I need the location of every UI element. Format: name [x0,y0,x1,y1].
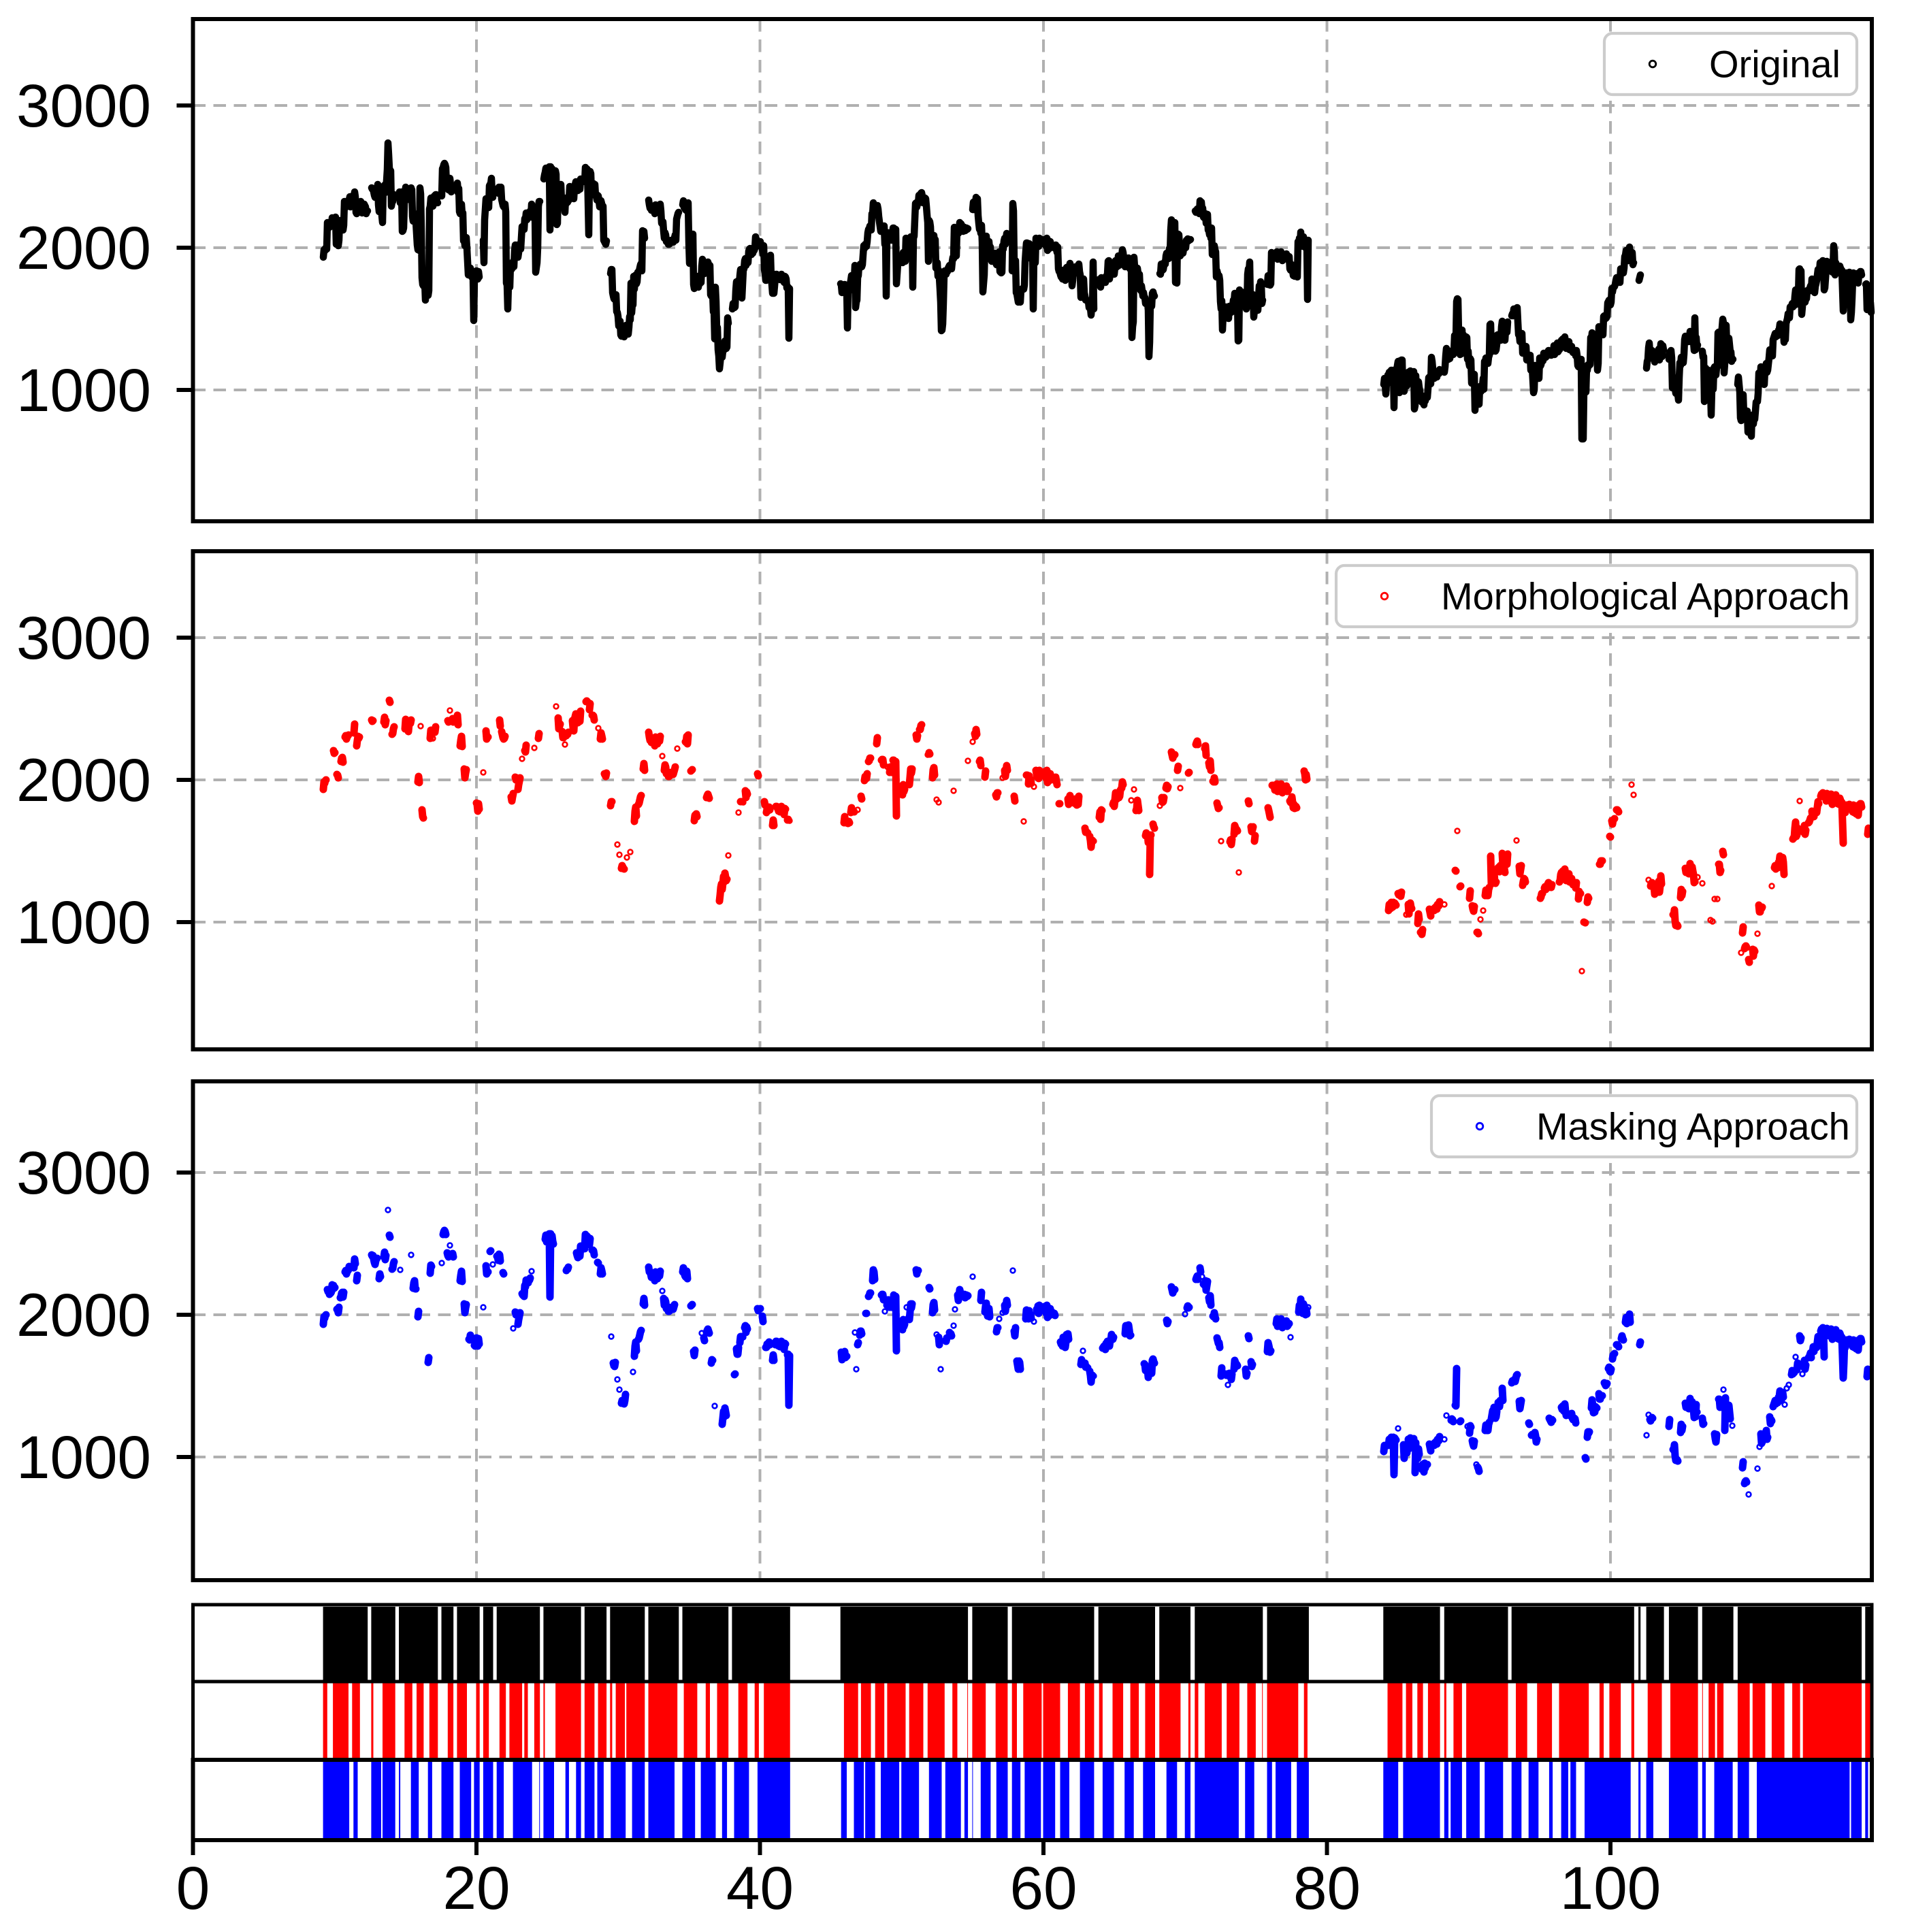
svg-text:Masking Approach: Masking Approach [1536,1105,1850,1148]
svg-text:80: 80 [1293,1854,1361,1922]
svg-text:1000: 1000 [16,356,151,424]
svg-text:Morphological Approach: Morphological Approach [1441,575,1850,618]
svg-text:2000: 2000 [16,214,151,282]
svg-text:2000: 2000 [16,1281,151,1349]
svg-text:100: 100 [1560,1854,1661,1922]
svg-text:1000: 1000 [16,888,151,956]
svg-text:0: 0 [176,1854,210,1922]
svg-text:3000: 3000 [16,604,151,672]
svg-text:20: 20 [443,1854,510,1922]
svg-text:Original: Original [1709,43,1841,86]
svg-text:40: 40 [726,1854,794,1922]
svg-text:3000: 3000 [16,1139,151,1207]
svg-text:60: 60 [1010,1854,1077,1922]
svg-text:1000: 1000 [16,1423,151,1491]
svg-text:2000: 2000 [16,746,151,814]
svg-text:3000: 3000 [16,71,151,140]
